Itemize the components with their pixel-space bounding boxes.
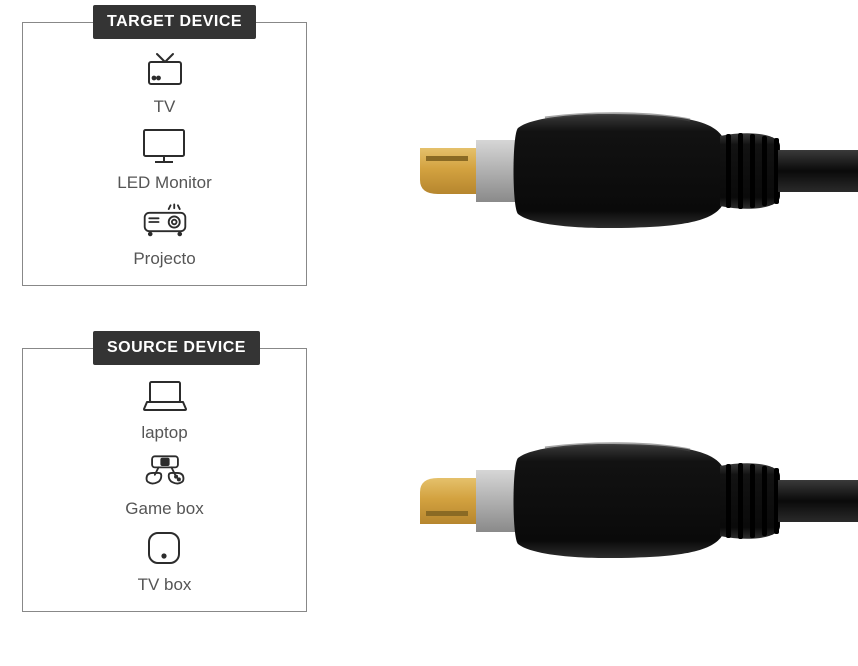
laptop-icon [141,373,189,419]
device-item-tvbox: TV box [138,525,192,595]
device-label: TV box [138,575,192,595]
device-item-projector: Projecto [133,199,195,269]
target-device-title: TARGET DEVICE [93,5,256,39]
tvbox-icon [140,525,188,571]
monitor-icon [140,123,188,169]
device-label: LED Monitor [117,173,211,193]
device-item-laptop: laptop [141,373,189,443]
source-device-title: SOURCE DEVICE [93,331,260,365]
device-item-monitor: LED Monitor [117,123,211,193]
device-item-tv: TV [141,47,189,117]
device-label: laptop [141,423,187,443]
device-label: Projecto [133,249,195,269]
gamebox-icon [141,449,189,495]
projector-icon [141,199,189,245]
source-device-card: SOURCE DEVICE laptop [22,348,307,612]
device-label: Game box [125,499,203,519]
tv-icon [141,47,189,93]
hdmi-connector-bottom [420,430,858,570]
hdmi-connector-top [420,100,858,240]
device-label: TV [154,97,176,117]
target-device-card: TARGET DEVICE TV [22,22,307,286]
device-item-gamebox: Game box [125,449,203,519]
